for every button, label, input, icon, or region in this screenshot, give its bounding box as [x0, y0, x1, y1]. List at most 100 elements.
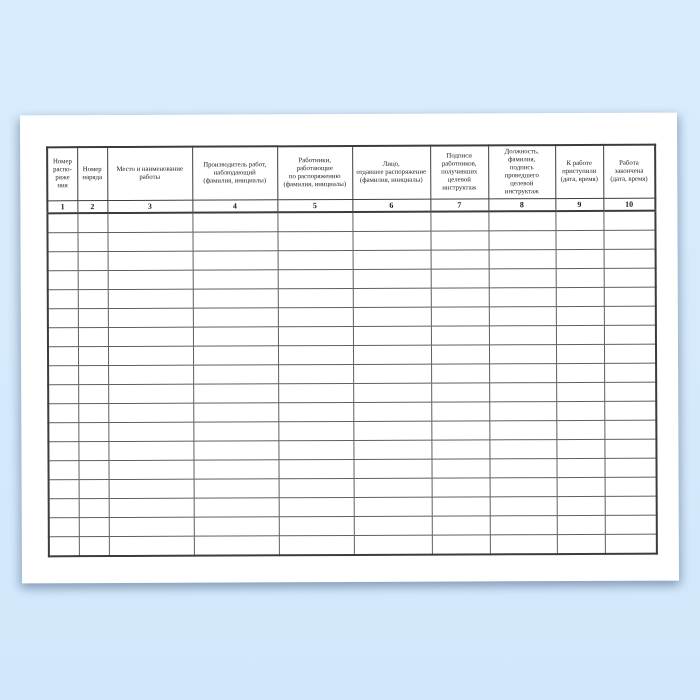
header-cell-6: Лицо, отдавшее распоряжение (фамилия, ин… — [352, 145, 431, 200]
empty-cell — [604, 515, 657, 535]
empty-cell — [352, 288, 431, 308]
empty-cell — [192, 212, 278, 233]
empty-cell — [278, 497, 354, 517]
empty-cell — [556, 363, 605, 383]
empty-cell — [431, 515, 490, 536]
empty-cell — [108, 536, 194, 557]
empty-cell — [556, 496, 605, 516]
header-cell-2: Номер наряда — [77, 147, 108, 201]
empty-cell — [353, 459, 432, 479]
empty-cell — [48, 536, 79, 557]
empty-cell — [431, 382, 490, 403]
empty-cell — [193, 535, 279, 556]
empty-cell — [78, 441, 109, 461]
empty-cell — [556, 458, 605, 478]
empty-cell — [489, 401, 557, 421]
empty-cell — [555, 210, 604, 231]
table-row — [48, 534, 657, 557]
empty-cell — [352, 326, 431, 346]
empty-cell — [192, 288, 278, 309]
header-row: Номер распо- ряже ния Номер наряда Место и… — [47, 144, 656, 201]
header-cell-4: Производитель работ, наблюдающий (фамили… — [192, 146, 278, 201]
empty-cell — [107, 346, 194, 366]
empty-cell — [353, 440, 432, 460]
empty-cell — [108, 479, 194, 499]
empty-cell — [78, 498, 109, 518]
empty-cell — [353, 383, 432, 403]
empty-cell — [431, 477, 490, 498]
empty-cell — [193, 459, 279, 480]
empty-cell — [192, 326, 278, 347]
column-number-cell-6: 6 — [352, 199, 431, 212]
empty-cell — [277, 231, 353, 251]
empty-cell — [430, 211, 489, 232]
empty-cell — [277, 250, 353, 270]
empty-cell — [604, 439, 657, 459]
empty-cell — [488, 344, 557, 364]
empty-cell — [604, 458, 657, 478]
empty-cell — [107, 270, 193, 290]
column-number-cell-3: 3 — [107, 200, 193, 214]
empty-cell — [77, 289, 108, 309]
empty-cell — [47, 251, 78, 271]
empty-cell — [353, 516, 432, 536]
empty-cell — [431, 420, 490, 441]
empty-cell — [431, 496, 490, 517]
empty-cell — [489, 477, 557, 497]
empty-cell — [556, 439, 605, 459]
empty-cell — [488, 325, 556, 345]
empty-cell — [555, 325, 604, 345]
empty-cell — [489, 382, 557, 402]
empty-cell — [604, 363, 657, 383]
empty-cell — [556, 477, 605, 497]
empty-cell — [77, 346, 109, 366]
empty-cell — [48, 479, 79, 499]
empty-cell — [47, 346, 79, 366]
empty-cell — [353, 535, 432, 555]
empty-cell — [278, 364, 354, 384]
empty-cell — [277, 326, 353, 346]
empty-cell — [278, 440, 354, 460]
empty-cell — [604, 534, 657, 554]
table-body: 1 2 3 4 5 6 7 8 9 10 — [47, 198, 657, 557]
empty-cell — [603, 230, 656, 250]
empty-cell — [604, 401, 657, 421]
empty-cell — [78, 365, 109, 385]
empty-cell — [430, 268, 489, 289]
empty-cell — [488, 268, 556, 288]
empty-cell — [352, 250, 431, 270]
empty-cell — [488, 287, 556, 307]
empty-cell — [48, 498, 79, 518]
empty-cell — [430, 344, 490, 365]
empty-cell — [277, 269, 353, 289]
empty-cell — [47, 327, 78, 347]
empty-cell — [430, 325, 489, 346]
empty-cell — [193, 402, 279, 423]
empty-cell — [192, 345, 279, 366]
empty-cell — [108, 422, 194, 442]
empty-cell — [48, 384, 79, 404]
empty-cell — [603, 287, 656, 307]
empty-cell — [430, 249, 489, 270]
empty-cell — [78, 479, 109, 499]
empty-cell — [555, 344, 605, 364]
empty-cell — [78, 517, 109, 537]
empty-cell — [489, 458, 557, 478]
column-number-cell-9: 9 — [555, 198, 604, 212]
empty-cell — [352, 307, 431, 327]
empty-cell — [47, 213, 78, 233]
column-number-cell-7: 7 — [430, 198, 489, 212]
empty-cell — [107, 232, 193, 252]
empty-cell — [555, 230, 604, 250]
empty-cell — [78, 422, 109, 442]
column-number-cell-10: 10 — [603, 198, 656, 211]
empty-cell — [489, 515, 557, 535]
empty-cell — [489, 439, 557, 459]
empty-cell — [431, 401, 490, 422]
header-cell-5: Работники, работающие по распоряжению (ф… — [277, 145, 353, 200]
empty-cell — [193, 421, 279, 442]
empty-cell — [278, 459, 354, 479]
empty-cell — [107, 308, 193, 328]
empty-cell — [277, 307, 353, 327]
empty-cell — [556, 515, 605, 535]
